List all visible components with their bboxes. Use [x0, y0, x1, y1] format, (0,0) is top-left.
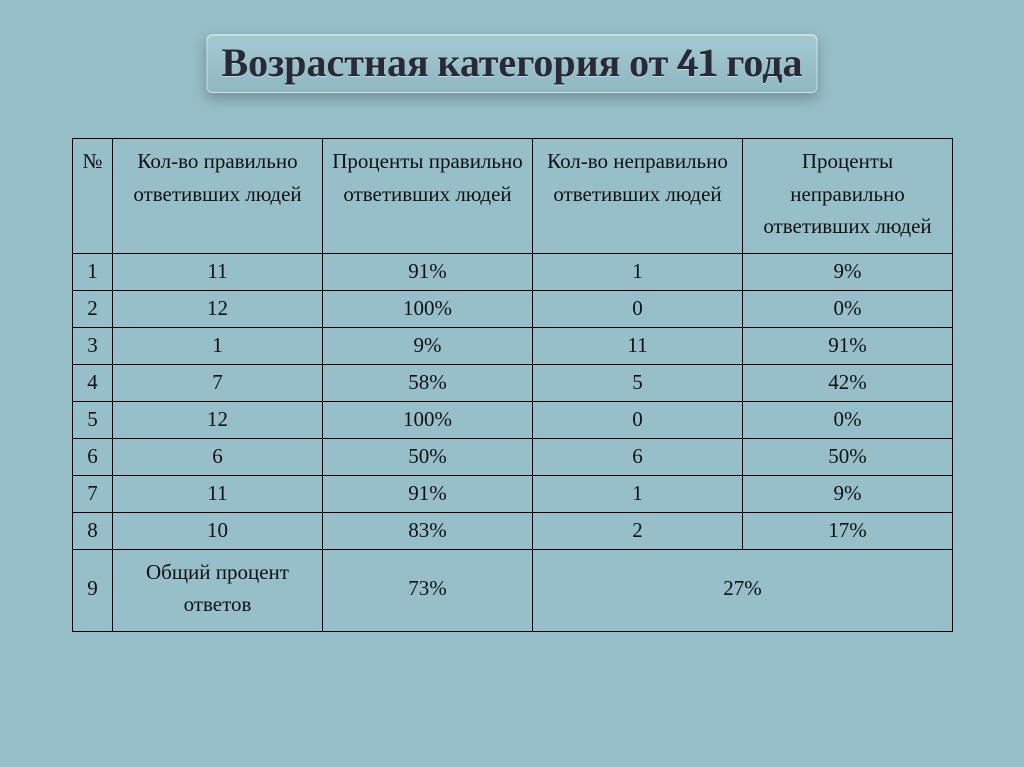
- table-row: 81083%217%: [73, 512, 953, 549]
- table-row: 319%1191%: [73, 327, 953, 364]
- table-cell: 0: [533, 401, 743, 438]
- col-header-correct-pct: Проценты правильно ответивших людей: [323, 139, 533, 254]
- table-row: 512100%00%: [73, 401, 953, 438]
- footer-incorrect-pct: 27%: [533, 549, 953, 631]
- table-cell: 6: [113, 438, 323, 475]
- table-cell: 6: [533, 438, 743, 475]
- table-header-row: № Кол-во правильно ответивших людей Проц…: [73, 139, 953, 254]
- table-cell: 1: [73, 253, 113, 290]
- col-header-incorrect: Кол-во неправильно ответивших людей: [533, 139, 743, 254]
- table-cell: 91%: [743, 327, 953, 364]
- col-header-incorrect-pct: Проценты неправильно ответивших людей: [743, 139, 953, 254]
- table-row: 212100%00%: [73, 290, 953, 327]
- table-cell: 4: [73, 364, 113, 401]
- table-cell: 9%: [743, 475, 953, 512]
- table-cell: 0: [533, 290, 743, 327]
- table-cell: 91%: [323, 475, 533, 512]
- col-header-correct: Кол-во правильно ответивших людей: [113, 139, 323, 254]
- table-cell: 91%: [323, 253, 533, 290]
- table-body: 11191%19%212100%00%319%1191%4758%542%512…: [73, 253, 953, 549]
- table-cell: 17%: [743, 512, 953, 549]
- table-cell: 1: [113, 327, 323, 364]
- table-cell: 5: [533, 364, 743, 401]
- table-cell: 12: [113, 290, 323, 327]
- table-footer-row: 9 Общий процент ответов 73% 27%: [73, 549, 953, 631]
- table-cell: 11: [113, 253, 323, 290]
- table-row: 71191%19%: [73, 475, 953, 512]
- table-cell: 5: [73, 401, 113, 438]
- slide: Возрастная категория от 41 года № Кол-во…: [0, 0, 1024, 767]
- table-cell: 9%: [743, 253, 953, 290]
- table-cell: 0%: [743, 401, 953, 438]
- table-cell: 11: [533, 327, 743, 364]
- data-table-container: № Кол-во правильно ответивших людей Проц…: [72, 138, 952, 632]
- table-cell: 11: [113, 475, 323, 512]
- table-cell: 1: [533, 253, 743, 290]
- table-row: 11191%19%: [73, 253, 953, 290]
- title-box: Возрастная категория от 41 года: [206, 34, 817, 93]
- table-cell: 83%: [323, 512, 533, 549]
- footer-label: Общий процент ответов: [113, 549, 323, 631]
- table-cell: 42%: [743, 364, 953, 401]
- footer-num: 9: [73, 549, 113, 631]
- table-cell: 8: [73, 512, 113, 549]
- table-row: 6650%650%: [73, 438, 953, 475]
- footer-correct-pct: 73%: [323, 549, 533, 631]
- table-cell: 100%: [323, 401, 533, 438]
- table-cell: 50%: [743, 438, 953, 475]
- table-cell: 0%: [743, 290, 953, 327]
- col-header-num: №: [73, 139, 113, 254]
- table-cell: 3: [73, 327, 113, 364]
- table-row: 4758%542%: [73, 364, 953, 401]
- table-cell: 10: [113, 512, 323, 549]
- table-cell: 50%: [323, 438, 533, 475]
- table-cell: 9%: [323, 327, 533, 364]
- table-cell: 7: [73, 475, 113, 512]
- slide-title: Возрастная категория от 41 года: [221, 39, 802, 86]
- table-cell: 1: [533, 475, 743, 512]
- table-cell: 58%: [323, 364, 533, 401]
- table-cell: 12: [113, 401, 323, 438]
- table-cell: 6: [73, 438, 113, 475]
- table-cell: 2: [73, 290, 113, 327]
- table-cell: 100%: [323, 290, 533, 327]
- data-table: № Кол-во правильно ответивших людей Проц…: [72, 138, 953, 632]
- table-cell: 2: [533, 512, 743, 549]
- table-cell: 7: [113, 364, 323, 401]
